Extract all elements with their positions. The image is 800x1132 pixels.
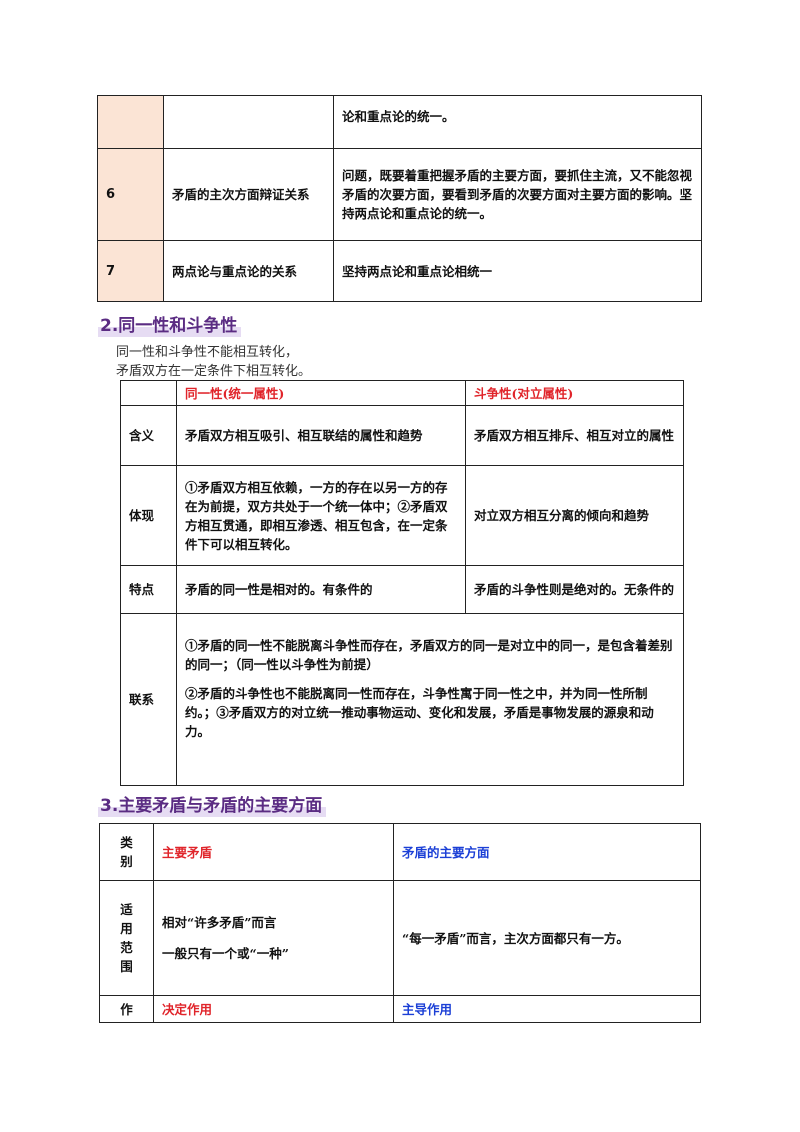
header-category: 类别 [99,823,154,881]
table-row: 体现 ①矛盾双方相互依赖，一方的存在以另一方的存在为前提，双方共处于一个统一体中… [120,465,684,566]
identity-cell: 矛盾双方相互吸引、相互联结的属性和趋势 [176,405,466,466]
link-paragraph-1: ①矛盾的同一性不能脱离斗争性而存在，矛盾双方的同一是对立中的同一，是包含着差别的… [185,638,673,672]
intro-line-2: 矛盾双方在一定条件下相互转化。 [116,364,312,379]
row-label: 含义 [120,405,177,466]
scope-label: 适用范围 [120,902,133,974]
table-header-row: 同一性(统一属性) 斗争性(对立属性) [120,380,684,406]
row-label: 体现 [120,465,177,566]
header-main-contradiction: 主要矛盾 [153,823,394,881]
row-content: 问题，既要着重把握矛盾的主要方面，要抓住主流，又不能忽视矛盾的次要方面，要看到矛… [333,148,702,241]
row-number: 6 [97,148,164,241]
identity-cell: ①矛盾双方相互依赖，一方的存在以另一方的存在为前提，双方共处于一个统一体中；②矛… [176,465,466,566]
struggle-cell: 矛盾双方相互排斥、相互对立的属性 [465,405,684,466]
scope-main-cell: 相对“许多矛盾”而言 一般只有一个或“一种” [153,880,394,996]
table-row: 论和重点论的统一。 [97,95,702,149]
scope-main-line-1: 相对“许多矛盾”而言 [162,915,277,930]
table-header-row: 类别 主要矛盾 矛盾的主要方面 [99,823,701,881]
role-label: 作 [99,995,154,1023]
identity-cell: 矛盾的同一性是相对的。有条件的 [176,565,466,614]
row-label: 联系 [120,613,177,786]
link-paragraph-2: ②矛盾的斗争性也不能脱离同一性而存在，斗争性寓于同一性之中，并为同一性所制约。；… [185,686,654,739]
row-topic: 矛盾的主次方面辩证关系 [163,148,334,241]
table-row: 含义 矛盾双方相互吸引、相互联结的属性和趋势 矛盾双方相互排斥、相互对立的属性 [120,405,684,466]
header-identity: 同一性(统一属性) [176,380,466,406]
main-contradiction-table: 类别 主要矛盾 矛盾的主要方面 适用范围 相对“许多矛盾”而言 一般只有一个或“… [99,823,701,1023]
header-struggle: 斗争性(对立属性) [465,380,684,406]
scope-main-line-2: 一般只有一个或“一种” [162,946,289,961]
row-topic [163,95,334,149]
header-main-aspect: 矛盾的主要方面 [393,823,701,881]
table-row: 6 矛盾的主次方面辩证关系 问题，既要着重把握矛盾的主要方面，要抓住主流，又不能… [97,148,702,241]
row-label: 特点 [120,565,177,614]
header-category-label: 类别 [120,835,133,869]
table-row: 作 决定作用 主导作用 [99,995,701,1023]
identity-struggle-table: 同一性(统一属性) 斗争性(对立属性) 含义 矛盾双方相互吸引、相互联结的属性和… [120,380,684,786]
row-number: 7 [97,240,164,302]
row-content: 论和重点论的统一。 [333,95,702,149]
struggle-cell: 矛盾的斗争性则是绝对的。无条件的 [465,565,684,614]
scope-label-cell: 适用范围 [99,880,154,996]
table-continued: 论和重点论的统一。 6 矛盾的主次方面辩证关系 问题，既要着重把握矛盾的主要方面… [97,95,702,302]
table-row: 7 两点论与重点论的关系 坚持两点论和重点论相统一 [97,240,702,302]
table-row: 特点 矛盾的同一性是相对的。有条件的 矛盾的斗争性则是绝对的。无条件的 [120,565,684,614]
role-main: 决定作用 [153,995,394,1023]
link-cell: ①矛盾的同一性不能脱离斗争性而存在，矛盾双方的同一是对立中的同一，是包含着差别的… [176,613,684,786]
struggle-cell: 对立双方相互分离的倾向和趋势 [465,465,684,566]
intro-line-1: 同一性和斗争性不能相互转化， [116,345,299,360]
row-content: 坚持两点论和重点论相统一 [333,240,702,302]
table-row: 适用范围 相对“许多矛盾”而言 一般只有一个或“一种” “每一矛盾”而言，主次方… [99,880,701,996]
section-heading-main-contradiction: 3.主要矛盾与矛盾的主要方面 [98,795,327,817]
section-heading-identity-struggle: 2.同一性和斗争性 [98,315,242,337]
table-row: 联系 ①矛盾的同一性不能脱离斗争性而存在，矛盾双方的同一是对立中的同一，是包含着… [120,613,684,786]
scope-aspect-cell: “每一矛盾”而言，主次方面都只有一方。 [393,880,701,996]
header-empty [120,380,177,406]
role-aspect: 主导作用 [393,995,701,1023]
row-topic: 两点论与重点论的关系 [163,240,334,302]
row-number [97,95,164,149]
